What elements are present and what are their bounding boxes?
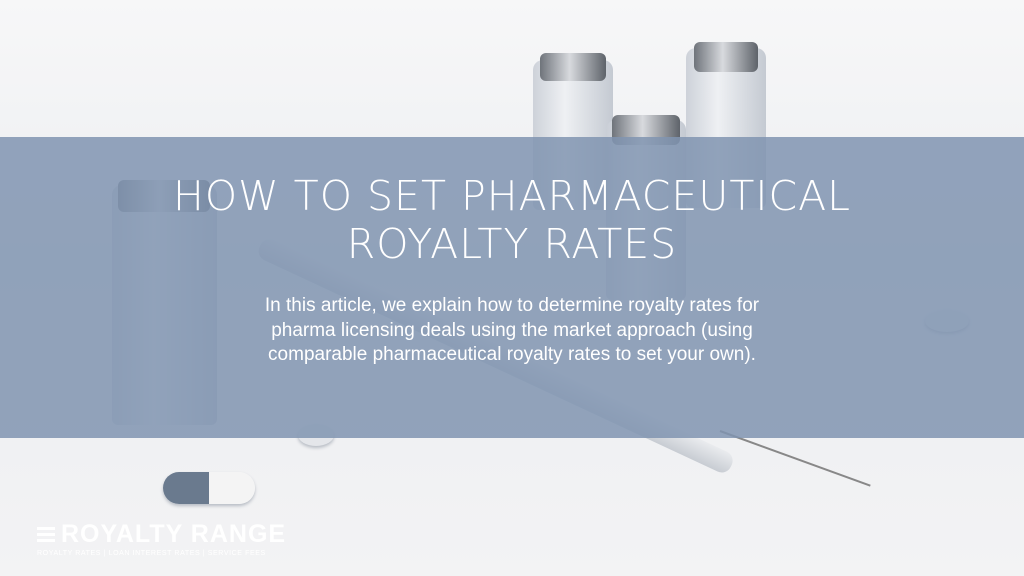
title-banner — [0, 137, 1024, 438]
logo-name: ROYALTY RANGE — [61, 520, 287, 548]
title-line-1: HOW TO SET PHARMACEUTICAL — [172, 172, 852, 220]
article-description: In this article, we explain how to deter… — [264, 295, 760, 365]
capsule-image — [163, 472, 255, 504]
menu-lines-icon — [37, 527, 55, 542]
vial-cap — [540, 53, 606, 81]
logo-tagline: ROYALTY RATES | LOAN INTEREST RATES | SE… — [37, 550, 266, 557]
title-line-2: ROYALTY RATES — [346, 220, 678, 268]
page-title: HOW TO SET PHARMACEUTICAL ROYALTY RATES — [0, 172, 1024, 268]
needle-image — [719, 430, 871, 487]
royalty-range-logo: ROYALTY RANGE ROYALTY RATES | LOAN INTER… — [37, 520, 286, 557]
vial-cap — [694, 42, 758, 72]
